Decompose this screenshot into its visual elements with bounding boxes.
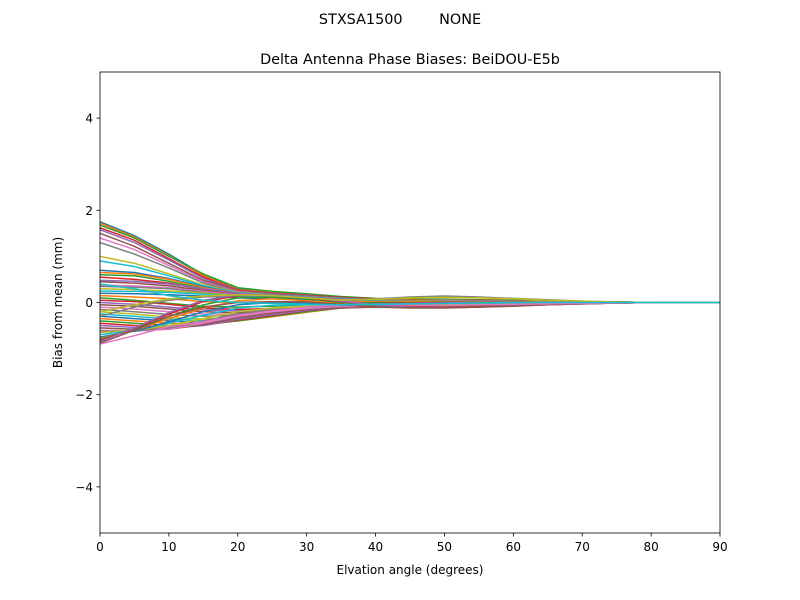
x-tick-label: 90: [712, 540, 727, 554]
y-tick-label: −2: [75, 388, 93, 402]
x-tick-label: 50: [437, 540, 452, 554]
y-tick-label: −4: [75, 480, 93, 494]
x-tick-label: 70: [575, 540, 590, 554]
chart-suptitle: STXSA1500 NONE: [319, 12, 481, 28]
x-axis: 0 10 20 30 40 50 60 70 80 90: [96, 533, 728, 554]
y-tick-label: 4: [85, 112, 93, 126]
x-tick-label: 60: [506, 540, 521, 554]
x-tick-label: 30: [299, 540, 314, 554]
series-line-50: [99, 283, 720, 306]
x-tick-label: 80: [643, 540, 658, 554]
x-tick-label: 20: [230, 540, 245, 554]
plot-area: [99, 221, 720, 345]
y-axis: −4 −2 0 2 4: [75, 112, 100, 494]
x-tick-label: 0: [96, 540, 104, 554]
x-tick-label: 40: [368, 540, 383, 554]
y-axis-label: Bias from mean (mm): [51, 237, 65, 368]
chart-title: Delta Antenna Phase Biases: BeiDOU-E5b: [260, 52, 560, 68]
x-axis-label: Elvation angle (degrees): [337, 563, 484, 577]
y-tick-label: 0: [85, 296, 93, 310]
y-tick-label: 2: [85, 204, 93, 218]
x-tick-label: 10: [161, 540, 176, 554]
